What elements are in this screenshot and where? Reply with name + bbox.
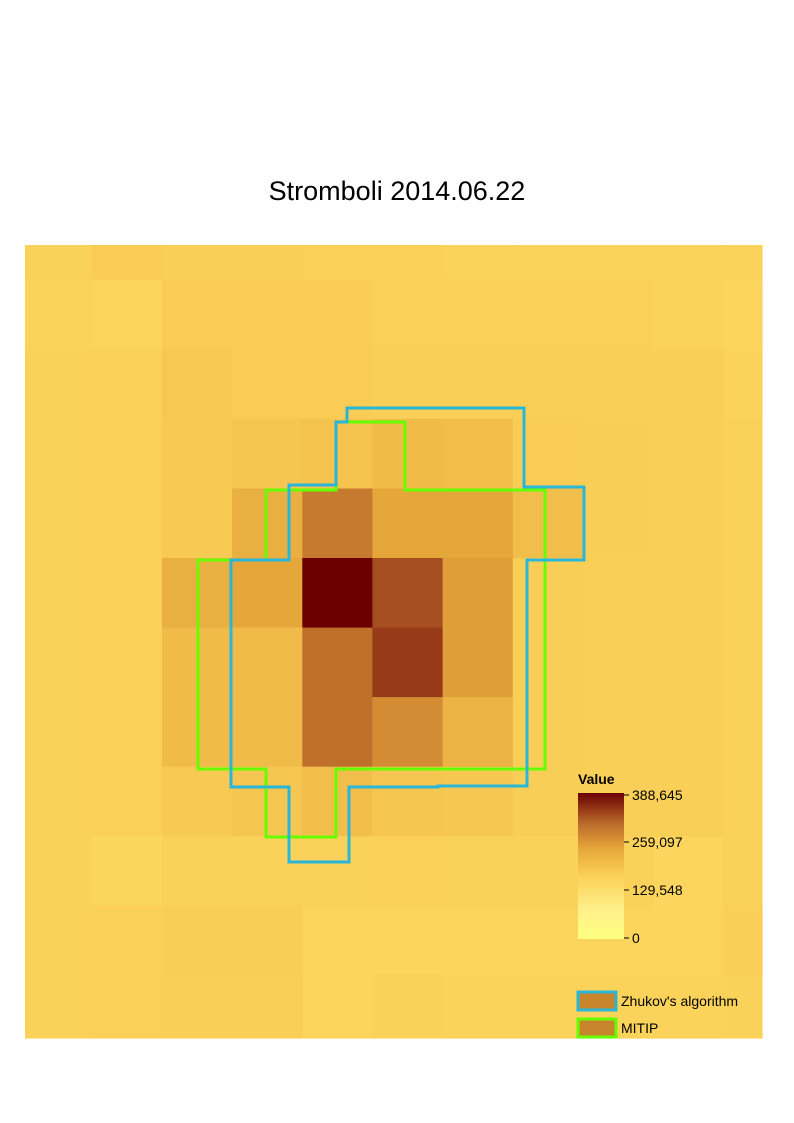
chart-title: Stromboli 2014.06.22 xyxy=(268,176,526,206)
raster-plot-area xyxy=(25,245,762,1038)
